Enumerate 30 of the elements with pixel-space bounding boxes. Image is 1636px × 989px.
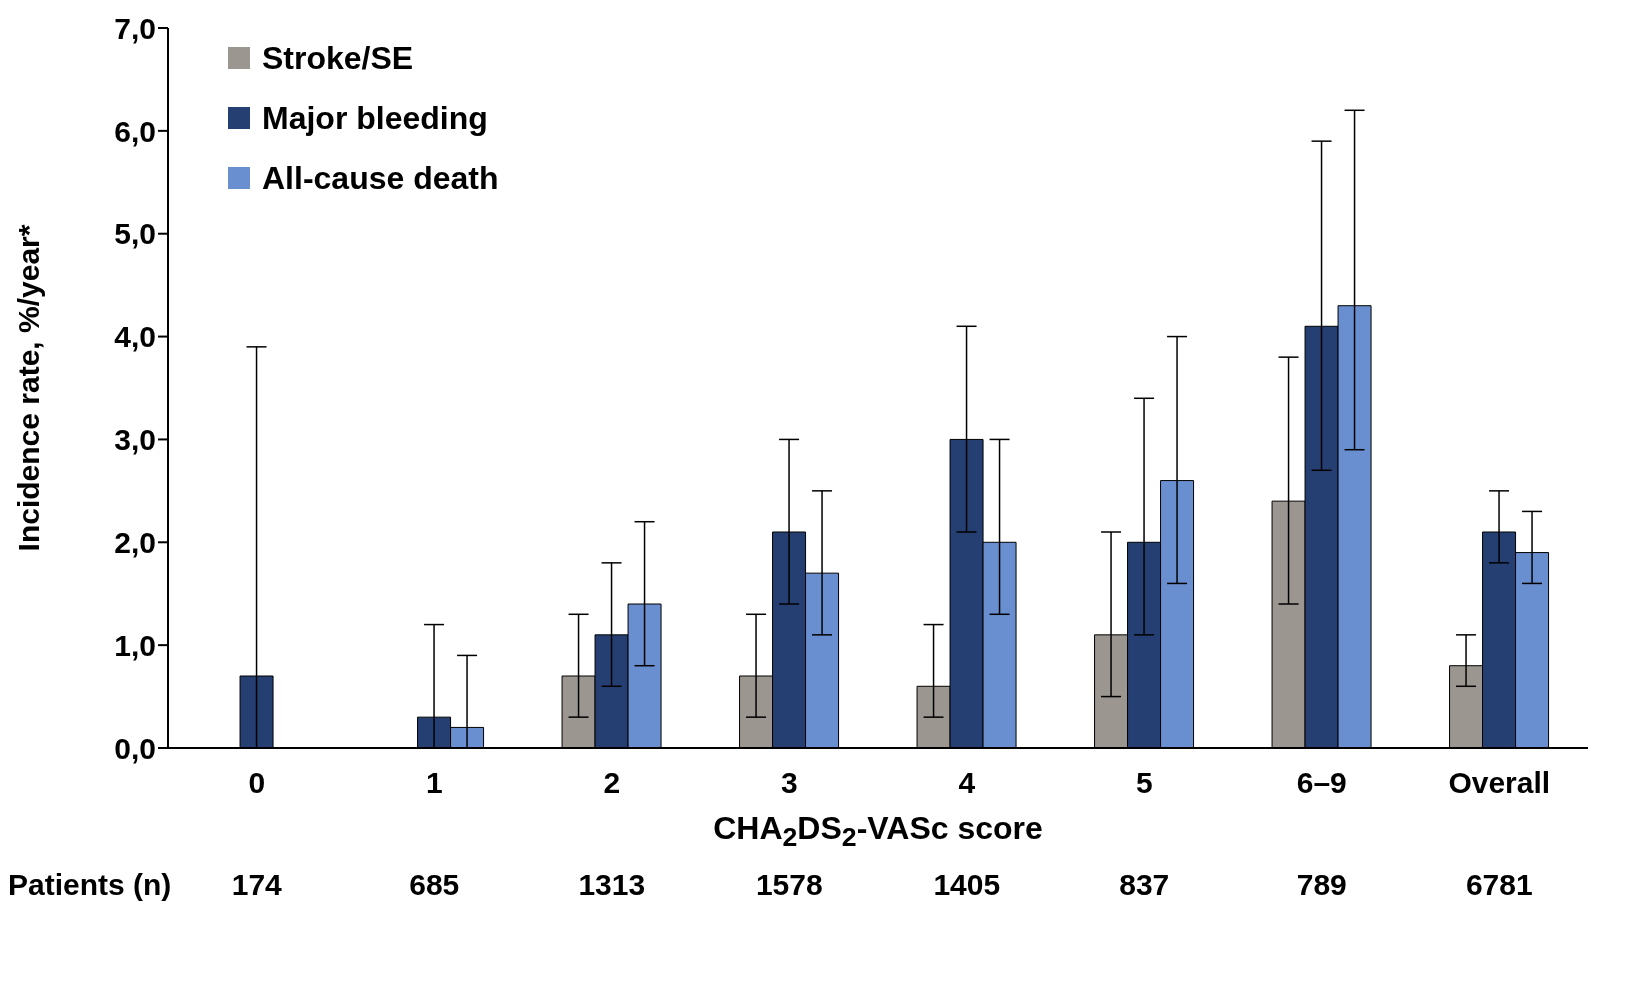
x-axis-title: CHA$_{2}$DS$_{2}$-VASc score — [712, 810, 1044, 854]
y-tick-label: 7,0 — [114, 11, 156, 45]
text: 6781 — [1464, 868, 1534, 902]
y-axis-title: Incidence rate, %/year* — [11, 224, 45, 552]
x-tick-label: 6–9 — [1296, 766, 1347, 800]
y-tick-label: 2,0 — [114, 525, 156, 559]
y-tick-label: 0,0 — [114, 731, 156, 765]
text: 1405 — [932, 868, 1002, 902]
y-tick-label: 1,0 — [114, 628, 156, 662]
x-tick-label: 0 — [248, 766, 266, 800]
text: Patients (n) — [8, 868, 172, 902]
legend-label: Stroke/SE — [262, 39, 414, 78]
y-tick-label: 6,0 — [114, 114, 156, 148]
x-tick-label: 1 — [425, 766, 443, 800]
text: 789 — [1295, 868, 1348, 902]
text: 685 — [408, 868, 461, 902]
legend-label: Major bleeding — [262, 99, 488, 138]
x-tick-label: 4 — [958, 766, 976, 800]
x-tick-label: 5 — [1135, 766, 1153, 800]
x-tick-label: 2 — [603, 766, 621, 800]
text: 837 — [1118, 868, 1171, 902]
x-tick-label: 3 — [780, 766, 798, 800]
legend-label: All-cause death — [262, 159, 499, 198]
x-tick-label: Overall — [1448, 766, 1551, 800]
text: 1578 — [754, 868, 824, 902]
y-tick-label: 5,0 — [114, 217, 156, 251]
text: 1313 — [577, 868, 647, 902]
text: 174 — [230, 868, 283, 902]
y-tick-label: 4,0 — [114, 320, 156, 354]
y-tick-label: 3,0 — [114, 423, 156, 457]
